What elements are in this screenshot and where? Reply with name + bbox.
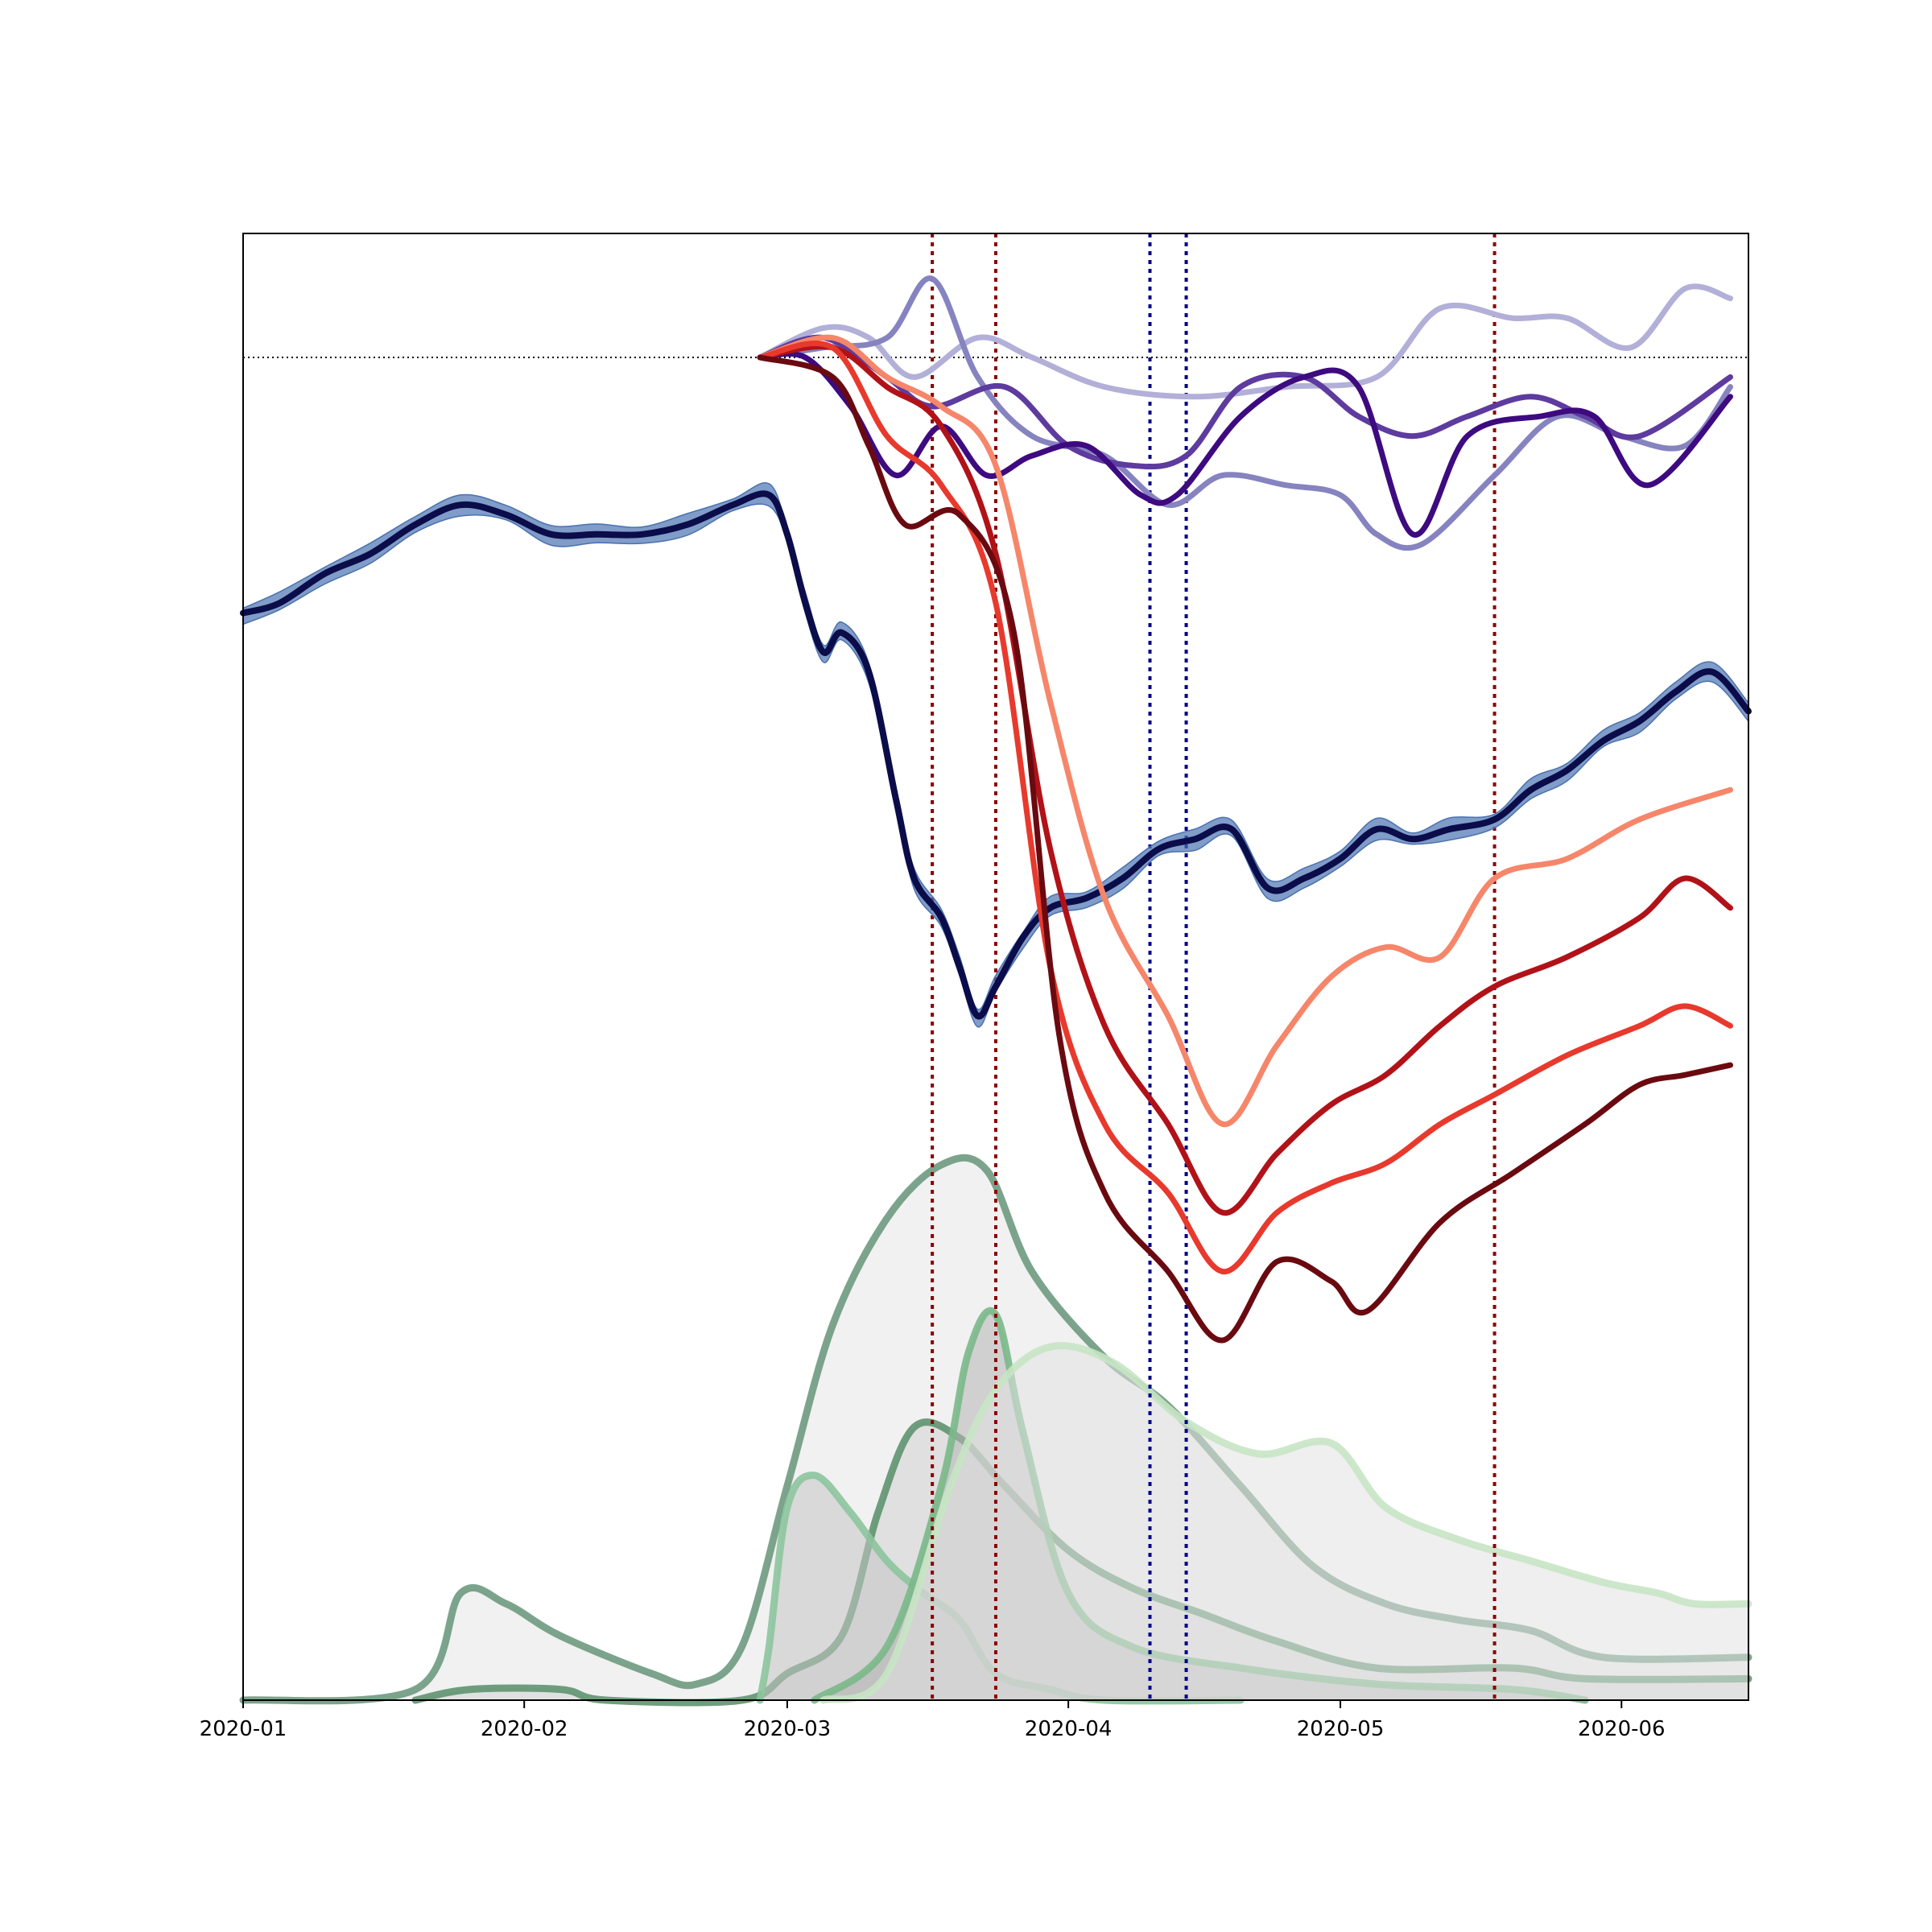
purple-series-layer bbox=[757, 275, 1733, 551]
x-tick-label-4: 2020-04 bbox=[1025, 1717, 1113, 1741]
red-series-line-3 bbox=[757, 341, 1733, 1275]
x-tick-label-5: 2020-05 bbox=[1297, 1717, 1385, 1741]
x-axis: 2020-01 2020-02 2020-03 2020-04 2020-05 2020-… bbox=[200, 1700, 1666, 1741]
red-series-layer bbox=[757, 334, 1733, 1344]
red-series-line-2 bbox=[757, 344, 1733, 1216]
red-series-line-4 bbox=[757, 354, 1733, 1344]
plot-frame bbox=[242, 233, 1749, 1701]
x-tick-label-2: 2020-02 bbox=[481, 1717, 568, 1741]
red-series-line-1 bbox=[757, 334, 1733, 1127]
purple-series-line-1 bbox=[757, 283, 1733, 400]
case-curve-area-5 bbox=[824, 1345, 1748, 1700]
case-curve-area-3 bbox=[760, 1475, 1241, 1701]
x-tick-label-6: 2020-06 bbox=[1578, 1717, 1666, 1741]
purple-series-line-2 bbox=[757, 275, 1733, 551]
case-curve-line-5 bbox=[819, 1342, 1752, 1704]
mobility-line bbox=[240, 490, 1752, 1020]
event-lines-layer bbox=[931, 233, 1496, 1700]
purple-series-line-4 bbox=[757, 351, 1733, 538]
x-tick-label-1: 2020-01 bbox=[200, 1717, 287, 1741]
x-tick-label-3: 2020-03 bbox=[744, 1717, 832, 1741]
